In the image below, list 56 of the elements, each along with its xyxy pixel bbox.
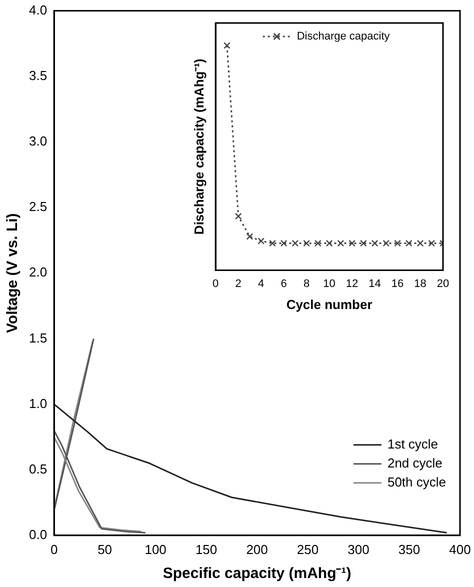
point bbox=[360, 240, 367, 246]
y-tick-label: 3.0 bbox=[28, 134, 48, 149]
point bbox=[314, 240, 322, 246]
point bbox=[405, 240, 412, 246]
x-tick-label: 300 bbox=[348, 542, 370, 557]
x-axis-title: Specific capacity (mAhg⁻¹) bbox=[162, 565, 352, 582]
point bbox=[246, 232, 254, 240]
x-tick-label: 0 bbox=[212, 278, 219, 290]
point bbox=[269, 240, 276, 246]
y-tick-label: 0.0 bbox=[28, 526, 48, 542]
point bbox=[382, 240, 390, 246]
point bbox=[234, 212, 242, 220]
point bbox=[416, 240, 424, 246]
x-tick-label: 20 bbox=[436, 278, 450, 290]
y-tick-label: 2.0 bbox=[28, 264, 48, 280]
x-tick-label: 50 bbox=[98, 542, 112, 557]
x-tick-label: 14 bbox=[368, 278, 381, 290]
point bbox=[348, 240, 356, 246]
x-tick-label: 100 bbox=[144, 542, 166, 557]
point bbox=[337, 240, 344, 246]
x-tick-label: 200 bbox=[246, 542, 268, 557]
x-tick-label: 6 bbox=[280, 278, 287, 290]
y-tick-label: 3.5 bbox=[28, 68, 48, 83]
x-tick-label: 250 bbox=[296, 542, 319, 557]
y-tick-label: 4.0 bbox=[28, 2, 48, 18]
legend-label: 50th cycle bbox=[387, 474, 446, 490]
legend-label: 2nd cycle bbox=[387, 455, 442, 470]
x-tick-label: 16 bbox=[391, 278, 404, 290]
x-tick-label: 0 bbox=[50, 542, 58, 557]
y-tick-label: 1.5 bbox=[28, 330, 48, 346]
x-tick-label: 400 bbox=[449, 542, 471, 557]
y-tick-label: 0.5 bbox=[28, 461, 48, 476]
point bbox=[303, 240, 310, 246]
y-axis-title: Voltage (V vs. Li) bbox=[4, 213, 22, 333]
y-tick-label: 1.0 bbox=[28, 396, 48, 411]
y-axis-title: Discharge capacity (mAhg⁻¹) bbox=[191, 58, 206, 234]
x-tick-label: 4 bbox=[258, 278, 264, 290]
x-tick-label: 350 bbox=[398, 542, 420, 557]
point bbox=[280, 240, 288, 246]
point bbox=[394, 240, 401, 246]
legend-label: Discharge capacity bbox=[296, 30, 390, 42]
x-tick-label: 150 bbox=[195, 542, 218, 557]
x-tick-label: 18 bbox=[414, 278, 426, 290]
x-tick-label: 2 bbox=[235, 278, 242, 290]
x-tick-label: 12 bbox=[346, 278, 358, 290]
x-tick-label: 8 bbox=[304, 278, 310, 290]
point bbox=[326, 240, 333, 246]
x-axis-title: Cycle number bbox=[286, 296, 372, 312]
point bbox=[371, 240, 378, 246]
point bbox=[428, 240, 436, 246]
point bbox=[258, 237, 265, 244]
x-tick-label: 10 bbox=[323, 278, 336, 290]
legend-label: 1st cycle bbox=[387, 436, 438, 452]
y-tick-label: 2.5 bbox=[28, 199, 48, 214]
point bbox=[224, 42, 230, 49]
point bbox=[292, 240, 299, 246]
